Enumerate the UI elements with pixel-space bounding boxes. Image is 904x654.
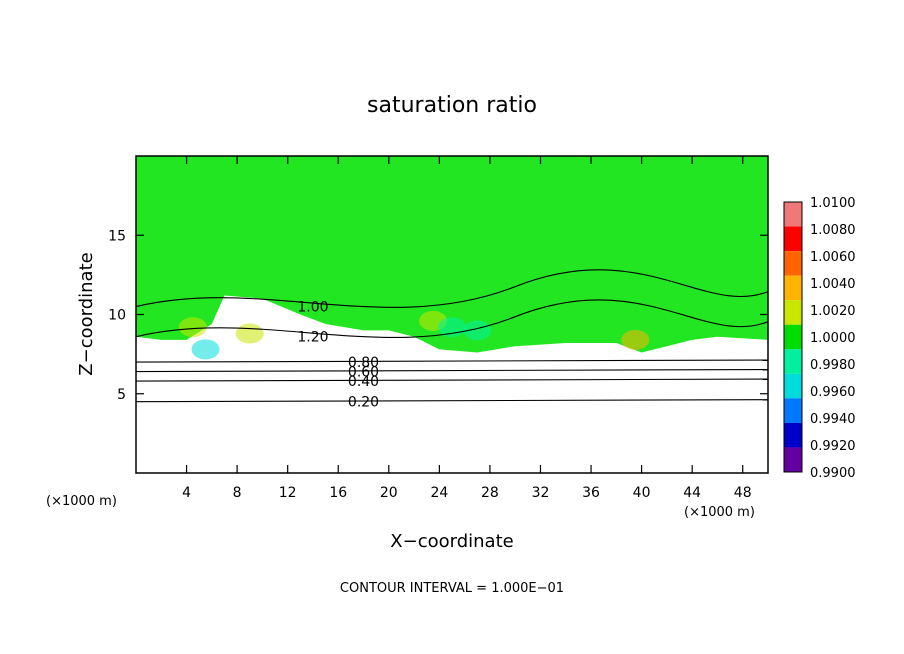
field-patch-6 (621, 329, 650, 350)
y-axis-ticks: 5 10 15 (108, 228, 768, 403)
x-tick-label: 32 (532, 485, 550, 501)
x-tick-label: 20 (380, 485, 398, 501)
colorbar-swatch (784, 251, 802, 276)
contour-0.40 (135, 378, 769, 382)
colorbar-frame (783, 201, 803, 473)
contour-1.00 (135, 269, 769, 308)
x-tick-label: 16 (329, 485, 347, 501)
colorbar-label: 1.0000 (810, 331, 856, 346)
colorbar-swatch (784, 398, 802, 423)
colorbar-swatch (784, 300, 802, 325)
contour-lines: 0.20 0.400.600.80 1.20 1.00 (135, 269, 769, 411)
colorbar-swatch (784, 373, 802, 399)
x-tick-label: 44 (683, 485, 701, 501)
colorbar-swatch (784, 422, 802, 448)
x-tick-label: 12 (279, 485, 297, 501)
colorbar-swatch (784, 275, 802, 301)
colorbar-label: 0.9960 (810, 385, 856, 400)
contour-0.20 (135, 399, 769, 403)
x-axis-ticks: 4 8 12 16 20 24 28 32 36 40 44 48 (182, 156, 752, 501)
contour-label: 0.60 (348, 365, 379, 381)
contour-label: 0.40 (348, 374, 379, 390)
field-upper-region (136, 156, 768, 353)
field-patch-0 (178, 317, 207, 338)
y-tick-label: 5 (117, 387, 126, 403)
y-tick-label: 15 (108, 228, 126, 244)
contour-label: 0.80 (348, 355, 379, 371)
y-tick-label: 10 (108, 308, 126, 324)
x-tick-label: 48 (734, 485, 752, 501)
x-tick-label: 24 (430, 485, 448, 501)
chart-title: saturation ratio (367, 93, 537, 118)
contour-1.20 (135, 299, 769, 338)
colorbar-label: 1.0080 (810, 223, 856, 238)
colorbar-label: 1.0100 (810, 196, 856, 211)
colorbar-label: 0.9920 (810, 439, 856, 454)
colorbar-swatch (784, 202, 802, 227)
contour-0.60 (135, 369, 769, 373)
y-axis-unit: (×1000 m) (46, 494, 117, 509)
heatmap-field (136, 156, 768, 473)
colorbar-label: 0.9900 (810, 466, 856, 481)
colorbar-swatch (784, 349, 802, 374)
contour-label: 1.00 (297, 300, 328, 316)
contour-interval-note: CONTOUR INTERVAL = 1.000E−01 (340, 581, 564, 596)
x-tick-label: 28 (481, 485, 499, 501)
colorbar-label: 0.9980 (810, 358, 856, 373)
colorbar-swatch (784, 226, 802, 252)
contour-0.80 (135, 359, 769, 363)
x-tick-label: 8 (233, 485, 242, 501)
y-axis-title: Z−coordinate (76, 252, 97, 375)
colorbar-swatch (784, 324, 802, 350)
field-patch-5 (191, 339, 220, 360)
x-tick-label: 4 (182, 485, 191, 501)
x-axis-title: X−coordinate (390, 531, 513, 552)
contour-label: 1.20 (297, 330, 328, 346)
colorbar-swatch (784, 447, 802, 472)
contour-label: 0.20 (348, 395, 379, 411)
colorbar-label: 0.9940 (810, 412, 856, 427)
x-tick-label: 36 (582, 485, 600, 501)
field-patch-4 (463, 320, 492, 341)
colorbar-label: 1.0040 (810, 277, 856, 292)
colorbar: 1.0100 1.0080 1.0060 1.0040 1.0020 1.0000 0.99… (783, 196, 856, 481)
colorbar-label: 1.0020 (810, 304, 856, 319)
colorbar-label: 1.0060 (810, 250, 856, 265)
x-tick-label: 40 (633, 485, 651, 501)
x-axis-unit: (×1000 m) (684, 505, 755, 520)
field-patch-1 (235, 323, 264, 344)
